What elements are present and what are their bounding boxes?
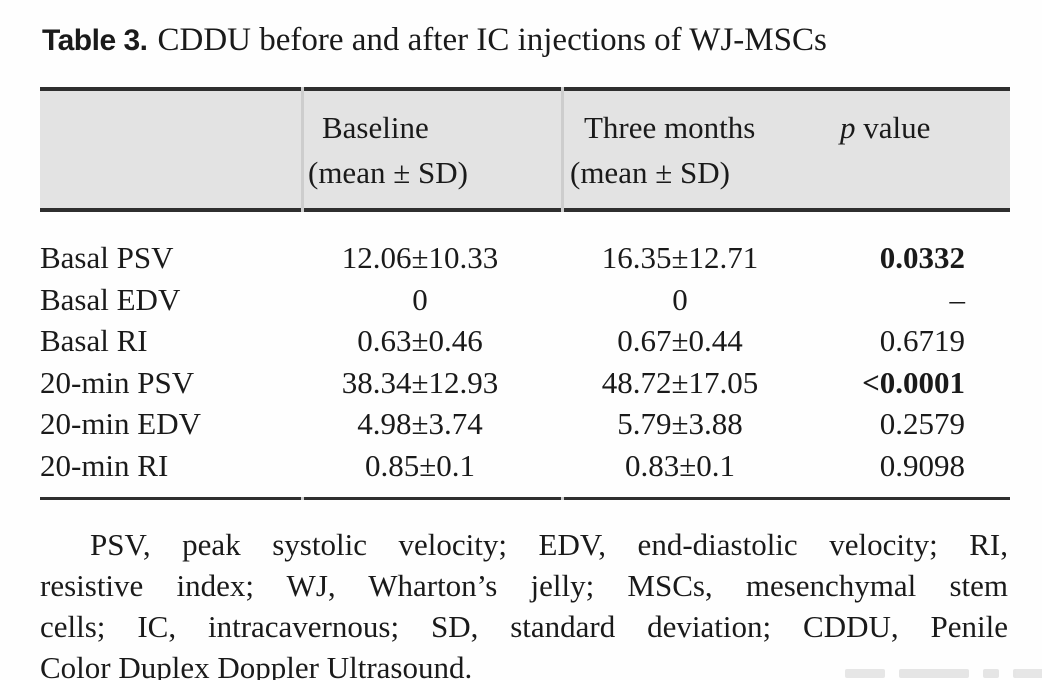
header-baseline-line1: Baseline [322, 110, 429, 145]
watermark-mark [1013, 669, 1042, 678]
header-p-symbol: p [840, 110, 856, 145]
p-value: <0.0001 [862, 364, 965, 400]
footnote-line: PSV, peak systolic velocity; EDV, end-di… [90, 527, 1008, 562]
p-value: 0.9098 [879, 447, 965, 483]
footnote-line: Color Duplex Doppler Ultrasound. [40, 650, 473, 680]
header-p-label: value [855, 110, 931, 145]
footnote-line: cells; IC, intracavernous; SD, standard … [40, 609, 1008, 644]
footnote: PSV, peak systolic velocity; EDV, end-di… [40, 524, 1008, 680]
table-header-rule [40, 208, 1010, 212]
p-value: 0.2579 [879, 406, 965, 441]
watermark-mark [983, 669, 999, 678]
header-p-value: p value [840, 105, 930, 150]
baseline-value: 0 [412, 281, 428, 317]
header-baseline: Baseline (mean ± SD) [308, 105, 468, 195]
watermark-mark [899, 669, 969, 678]
three-months-value: 0.67±0.44 [617, 323, 743, 358]
baseline-value: 38.34±12.93 [341, 364, 499, 400]
baseline-value: 0.85±0.1 [364, 447, 475, 483]
table-row: Basal RI 0.63±0.46 0.67±0.44 0.6719 [40, 320, 1010, 362]
watermark [845, 669, 1042, 678]
header-three-months: Three months (mean ± SD) [570, 105, 755, 195]
row-label: Basal EDV [40, 281, 181, 317]
table-row: Basal EDV 0 0 – [40, 279, 1010, 321]
table-caption: Table 3. CDDU before and after IC injecti… [42, 22, 827, 59]
table-number-label: Table 3. [42, 24, 148, 57]
three-months-value: 16.35±12.71 [601, 240, 759, 275]
header-baseline-line2: (mean ± SD) [308, 155, 468, 190]
table-bottom-rule [40, 497, 1010, 500]
table-top-rule [40, 87, 1010, 91]
table-row: Basal PSV 12.06±10.33 16.35±12.71 0.0332 [40, 237, 1010, 279]
three-months-value: 0 [672, 281, 688, 317]
column-divider-tick [301, 497, 304, 500]
table-header-row [40, 91, 1010, 208]
baseline-value: 12.06±10.33 [341, 240, 499, 275]
p-value: 0.6719 [879, 323, 965, 358]
three-months-value: 0.83±0.1 [624, 447, 735, 483]
column-divider [561, 87, 564, 212]
row-label: 20-min PSV [40, 364, 195, 400]
p-value: – [949, 281, 966, 317]
row-label: 20-min RI [40, 447, 169, 483]
table-body: Basal PSV 12.06±10.33 16.35±12.71 0.0332… [40, 237, 1010, 486]
three-months-value: 5.79±3.88 [617, 406, 743, 441]
data-table: Baseline (mean ± SD) Three months (mean … [40, 87, 1010, 502]
table-row: 20-min PSV 38.34±12.93 48.72±17.05 <0.00… [40, 362, 1010, 404]
row-label: Basal RI [40, 323, 148, 358]
watermark-mark [845, 669, 885, 678]
column-divider-tick [561, 497, 564, 500]
three-months-value: 48.72±17.05 [601, 364, 759, 400]
p-value: 0.0332 [879, 240, 965, 275]
header-three-months-line1: Three months [584, 110, 756, 145]
baseline-value: 0.63±0.46 [357, 323, 483, 358]
column-divider [301, 87, 304, 212]
table-row: 20-min EDV 4.98±3.74 5.79±3.88 0.2579 [40, 403, 1010, 445]
table-caption-text: CDDU before and after IC injections of W… [157, 22, 827, 58]
baseline-value: 4.98±3.74 [357, 406, 483, 441]
footnote-line: resistive index; WJ, Wharton’s jelly; MS… [40, 568, 1008, 603]
table-row: 20-min RI 0.85±0.1 0.83±0.1 0.9098 [40, 445, 1010, 487]
header-three-months-line2: (mean ± SD) [570, 155, 730, 190]
row-label: 20-min EDV [40, 406, 202, 441]
row-label: Basal PSV [40, 240, 174, 275]
